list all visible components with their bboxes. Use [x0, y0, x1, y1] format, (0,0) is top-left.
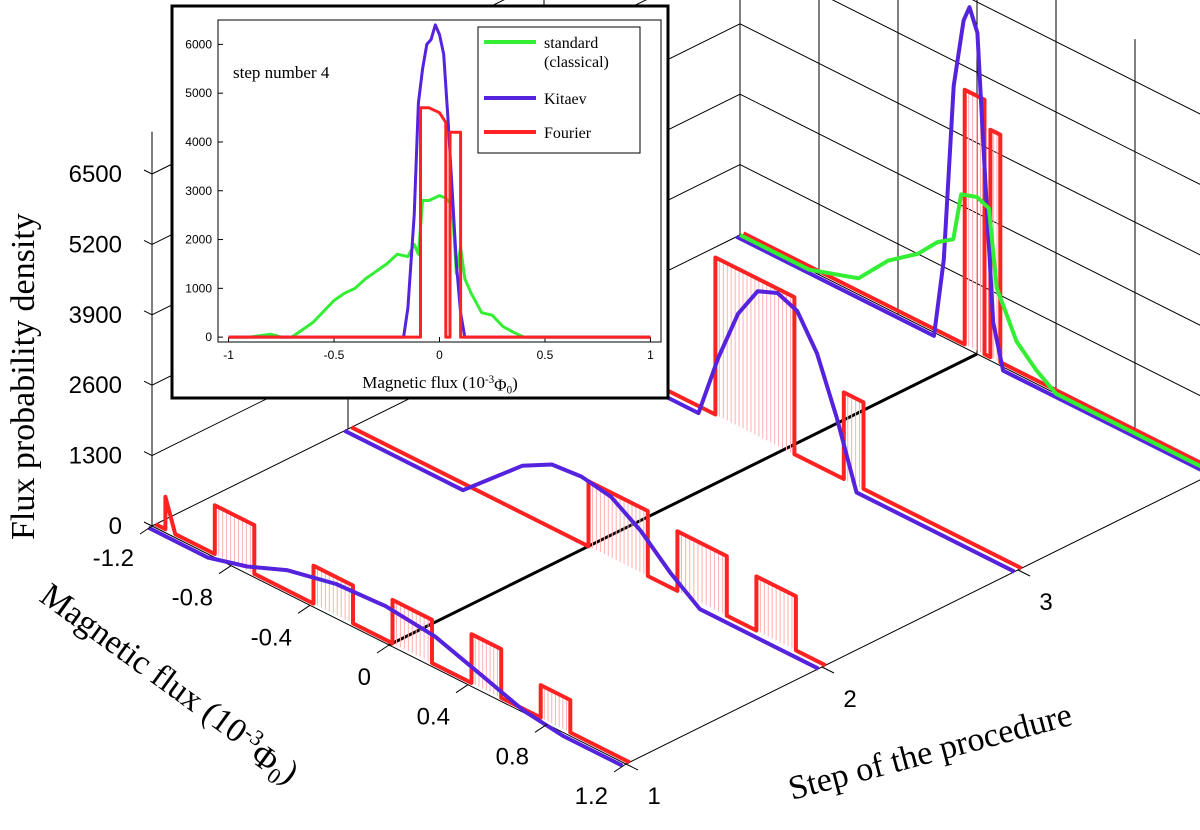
inset-x-tick-label: 0	[436, 348, 443, 362]
flux-tick-mark	[534, 723, 548, 733]
flux-tick-label: -0.8	[172, 585, 213, 612]
density-tick-label: 2600	[69, 372, 122, 399]
side-wall-grid-line	[739, 23, 1200, 256]
density-tick-mark	[143, 521, 153, 527]
inset-title: step number 4	[233, 63, 330, 82]
floor-zero-flux-line	[388, 352, 978, 647]
series-line-fourier-step-4	[742, 87, 1200, 465]
flux-tick-label: 0.8	[496, 743, 529, 770]
flux-tick-label: 0.4	[417, 704, 450, 731]
inset-x-tick-label: -0.5	[324, 348, 345, 362]
density-tick-label: 0	[109, 513, 122, 540]
legend-label: (classical)	[544, 54, 609, 71]
flux-tick-mark	[455, 684, 469, 694]
inset-y-tick-label: 3000	[185, 184, 212, 198]
inset-y-tick-label: 4000	[185, 135, 212, 149]
density-tick-mark	[143, 239, 153, 245]
step-axis-label: Step of the procedure	[784, 696, 1075, 807]
series-layer	[147, 5, 1200, 768]
inset-plot: -1 -0.5 0 0.5 1 0 1000 2000 3000 4000 5000 6000 ste…	[170, 4, 670, 400]
density-tick-label: 6500	[69, 161, 122, 188]
inset-legend: standard (classical) Kitaev Fourier	[477, 26, 641, 154]
inset-y-tick-label: 1000	[185, 281, 212, 295]
flux-tick-mark	[139, 525, 153, 535]
flux-tick-label: -0.4	[251, 624, 292, 651]
inset-x-tick-label: -1	[223, 348, 234, 362]
density-tick-mark	[143, 169, 153, 175]
inset-line-standard	[228, 194, 651, 339]
legend-label: Fourier	[544, 125, 592, 142]
inset-line-kitaev	[228, 23, 651, 339]
density-tick-mark	[143, 310, 153, 316]
series-line-kitaev-step-4	[735, 5, 1200, 472]
series-line-kitaev-step-3	[539, 289, 1016, 574]
legend-box	[477, 26, 641, 154]
inset-ticks: -1 -0.5 0 0.5 1 0 1000 2000 3000 4000 5000 6000	[185, 37, 654, 362]
step-tick-label: 3	[1039, 589, 1052, 616]
inset-x-tick-label: 1	[647, 348, 654, 362]
inset-x-axis-label: Magnetic flux (10-3Φ0)	[362, 373, 518, 396]
inset-y-tick-label: 5000	[185, 86, 212, 100]
density-tick-label: 5200	[69, 231, 122, 258]
density-tick-mark	[143, 451, 153, 457]
inset-y-tick-label: 2000	[185, 233, 212, 247]
tick-labels: 013002600390052006500-1.2-0.8-0.400.40.8…	[69, 161, 1053, 810]
side-wall-grid-line	[971, 0, 1200, 115]
flux-tick-label: -1.2	[93, 545, 134, 572]
flux-tick-label: 0	[358, 664, 371, 691]
inset-y-tick-label: 6000	[185, 37, 212, 51]
floor-edge-right	[625, 479, 1200, 765]
inset-line-fourier	[228, 106, 651, 339]
legend-label: Kitaev	[544, 91, 587, 108]
inset-x-tick-label: 0.5	[537, 348, 554, 362]
step-tick-label: 2	[843, 686, 856, 713]
series-line-fourier-step-1	[154, 494, 631, 765]
step-tick-label: 1	[647, 783, 660, 810]
step-tick-mark	[625, 763, 639, 771]
side-wall-grid-line	[831, 0, 1200, 185]
flux-tick-mark	[376, 644, 390, 654]
series-line-kitaev-step-2	[343, 428, 820, 671]
series-line-standard-step-4	[739, 192, 1200, 469]
flux-tick-label: 1.2	[575, 783, 608, 810]
series-line-kitaev-step-1	[147, 525, 624, 768]
flux-axis-label: Magnetic flux (10-3Φ0)	[29, 576, 308, 796]
flux-tick-mark	[613, 763, 627, 773]
step-tick-mark	[821, 666, 835, 674]
z-axis-label: Flux probability density	[5, 213, 42, 540]
density-tick-mark	[143, 380, 153, 386]
inset-series	[228, 23, 651, 339]
density-tick-label: 3900	[69, 302, 122, 329]
series-line-fourier-step-3	[546, 255, 1023, 571]
step-tick-mark	[1017, 569, 1031, 577]
inset-y-tick-label: 0	[205, 330, 212, 344]
legend-label: standard	[544, 35, 598, 52]
flux-tick-mark	[297, 604, 311, 614]
side-wall-grid-line	[739, 164, 1200, 397]
flux-tick-mark	[218, 565, 232, 575]
side-wall-grid-line	[739, 93, 1200, 326]
density-tick-label: 1300	[69, 443, 122, 470]
